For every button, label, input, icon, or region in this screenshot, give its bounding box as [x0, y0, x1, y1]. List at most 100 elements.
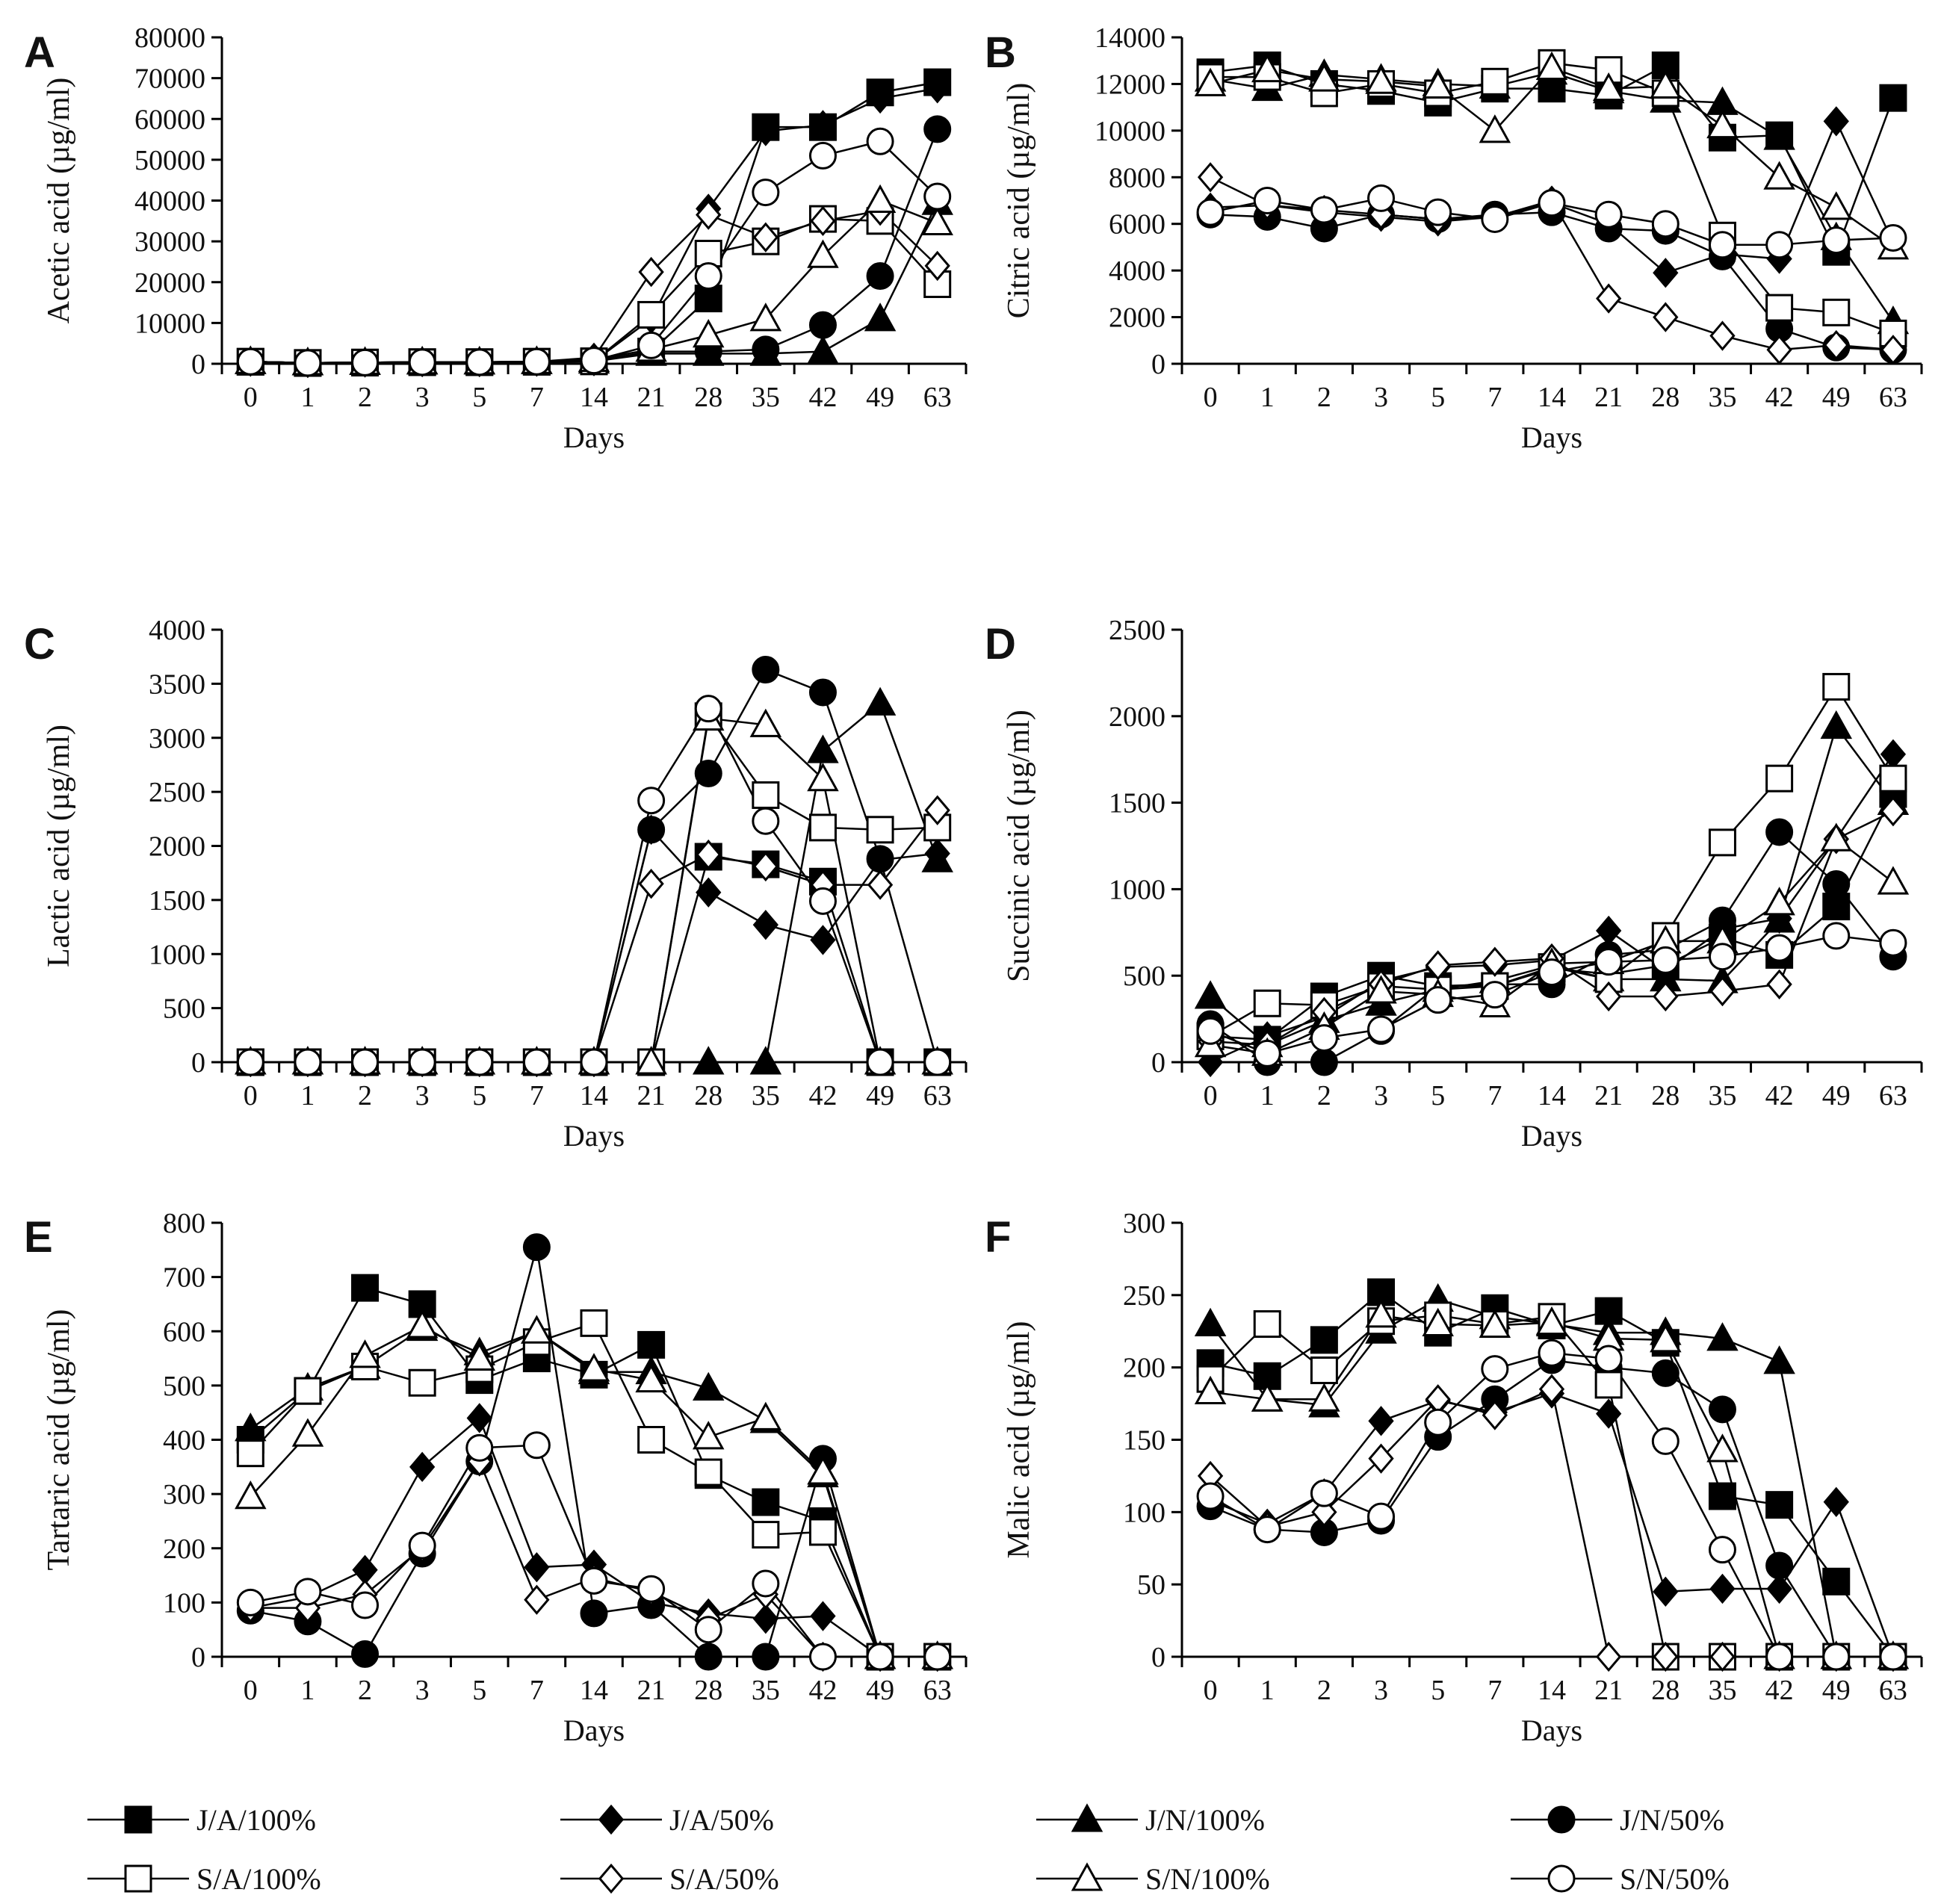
data-point — [864, 686, 897, 716]
data-point — [749, 1046, 782, 1075]
data-point — [638, 868, 664, 899]
data-point — [465, 1048, 494, 1076]
x-tick-label: 49 — [1822, 1080, 1851, 1111]
data-point — [1880, 796, 1907, 827]
data-point — [1481, 1355, 1509, 1383]
data-point — [692, 1046, 725, 1075]
data-point — [752, 1569, 780, 1598]
y-tick-label: 2500 — [1109, 615, 1165, 646]
y-axis-title: Acetic acid (µg/ml) — [42, 78, 76, 324]
series-points-j-a-50- — [1197, 739, 1907, 1078]
data-point — [1196, 198, 1225, 226]
data-point — [694, 285, 722, 313]
x-tick-label: 1 — [300, 1675, 315, 1706]
y-tick-label: 20000 — [134, 267, 205, 299]
data-point — [1310, 1326, 1338, 1354]
data-point — [1308, 63, 1340, 92]
data-point — [580, 347, 608, 375]
x-tick-label: 0 — [1204, 1675, 1218, 1706]
data-point — [1194, 1375, 1227, 1405]
x-tick-label: 21 — [637, 1675, 666, 1706]
data-point — [752, 910, 778, 940]
data-point — [1310, 196, 1338, 224]
panel-letter: A — [24, 28, 55, 77]
y-tick-label: 100 — [1123, 1497, 1165, 1528]
data-point — [1709, 320, 1736, 351]
data-point — [1763, 1345, 1795, 1374]
x-tick-label: 63 — [1879, 1675, 1907, 1706]
data-point — [1766, 335, 1792, 365]
data-point — [1822, 893, 1851, 921]
data-point — [692, 318, 725, 348]
data-point — [236, 1439, 264, 1468]
data-point — [808, 311, 837, 339]
data-point — [867, 869, 894, 900]
x-tick-label: 35 — [752, 1675, 780, 1706]
data-point — [807, 239, 839, 268]
x-tick-label: 63 — [923, 1675, 952, 1706]
data-point — [1253, 1039, 1281, 1067]
data-point — [807, 1456, 839, 1485]
x-tick-label: 2 — [358, 1675, 372, 1706]
x-tick-label: 1 — [1260, 1080, 1275, 1111]
data-point — [692, 1371, 725, 1401]
legend-label: J/N/100% — [1145, 1803, 1265, 1837]
x-tick-label: 35 — [1708, 1080, 1736, 1111]
panel-letter: C — [24, 620, 55, 669]
data-point — [696, 839, 722, 870]
data-point — [580, 1309, 608, 1337]
x-tick-label: 42 — [808, 1080, 837, 1111]
data-point — [924, 795, 950, 825]
y-tick-label: 400 — [163, 1425, 205, 1457]
data-point — [1763, 121, 1795, 150]
data-point — [866, 845, 894, 873]
data-point — [923, 1048, 952, 1076]
data-point — [864, 303, 897, 332]
data-point — [807, 335, 839, 365]
y-tick-label: 50000 — [134, 145, 205, 176]
data-point — [866, 262, 894, 291]
y-tick-label: 0 — [1151, 349, 1165, 380]
data-point — [1763, 161, 1795, 190]
x-tick-label: 63 — [923, 382, 952, 413]
data-point — [1538, 189, 1566, 217]
data-point — [1765, 231, 1794, 259]
legend-item: S/A/50% — [560, 1862, 779, 1896]
data-point — [1594, 1345, 1623, 1373]
series-points-j-a-50- — [1197, 1378, 1907, 1672]
data-point — [1822, 1643, 1851, 1671]
x-axis-title: Days — [563, 421, 625, 454]
data-point — [1708, 231, 1736, 259]
legend-marker-circle-icon — [1547, 1805, 1576, 1834]
data-point — [752, 851, 778, 882]
data-point — [1766, 969, 1792, 999]
data-point — [808, 887, 837, 915]
legend-marker-triangle-icon — [1071, 1803, 1103, 1832]
data-point — [866, 127, 894, 155]
y-tick-label: 10000 — [134, 308, 205, 339]
data-point — [1479, 1309, 1511, 1338]
data-point — [1538, 1374, 1565, 1404]
legend-label: J/N/50% — [1620, 1803, 1724, 1837]
data-point — [694, 760, 722, 788]
data-point — [406, 1309, 439, 1339]
x-tick-label: 35 — [752, 382, 780, 413]
x-tick-label: 28 — [694, 1675, 722, 1706]
x-tick-label: 28 — [1651, 1080, 1680, 1111]
x-tick-label: 49 — [866, 382, 894, 413]
series-points-s-n-50- — [1196, 1339, 1907, 1671]
data-point — [866, 816, 894, 844]
data-point — [1706, 1322, 1739, 1351]
x-tick-label: 21 — [1594, 382, 1623, 413]
y-axis-title: Succinic acid (µg/ml) — [1002, 710, 1036, 982]
data-point — [521, 1315, 553, 1344]
x-tick-label: 5 — [472, 1675, 486, 1706]
data-point — [235, 1480, 267, 1510]
y-tick-label: 12000 — [1095, 69, 1165, 100]
data-point — [696, 877, 722, 908]
x-tick-label: 0 — [244, 1675, 258, 1706]
data-point — [1822, 869, 1851, 898]
data-point — [1880, 335, 1907, 365]
